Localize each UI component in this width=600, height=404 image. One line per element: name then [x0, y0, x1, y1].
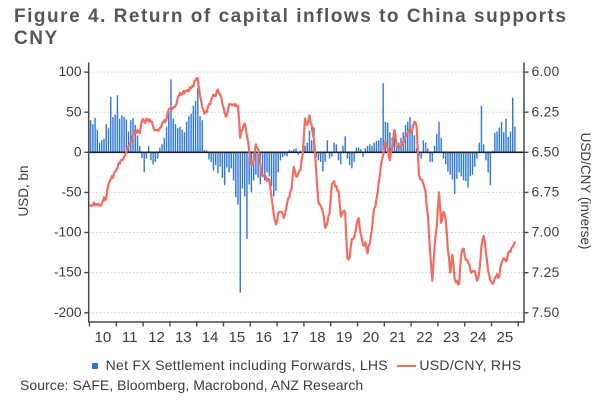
svg-text:24: 24 [470, 329, 487, 346]
svg-text:20: 20 [363, 329, 380, 346]
svg-text:14: 14 [202, 329, 219, 346]
svg-text:19: 19 [336, 329, 353, 346]
svg-text:18: 18 [309, 329, 326, 346]
svg-text:USD, bn: USD, bn [16, 165, 31, 216]
svg-text:-100: -100 [54, 225, 82, 240]
svg-text:6.25: 6.25 [532, 104, 560, 119]
svg-text:21: 21 [389, 329, 406, 346]
svg-text:23: 23 [443, 329, 460, 346]
svg-text:11: 11 [122, 329, 138, 346]
svg-text:USD/CNY (inverse): USD/CNY (inverse) [578, 133, 593, 250]
svg-text:6.50: 6.50 [532, 144, 560, 159]
svg-text:17: 17 [282, 329, 299, 346]
svg-text:100: 100 [58, 64, 81, 79]
svg-text:12: 12 [148, 329, 165, 346]
svg-text:10: 10 [95, 329, 112, 346]
svg-text:-50: -50 [62, 185, 82, 200]
svg-text:7.00: 7.00 [532, 225, 560, 240]
svg-text:6.75: 6.75 [532, 185, 560, 200]
svg-text:16: 16 [255, 329, 272, 346]
svg-text:7.50: 7.50 [532, 305, 560, 320]
svg-text:50: 50 [66, 104, 82, 119]
svg-text:7.25: 7.25 [532, 265, 560, 280]
svg-text:13: 13 [175, 329, 192, 346]
svg-text:-200: -200 [54, 305, 82, 320]
svg-text:15: 15 [229, 329, 246, 346]
svg-text:-150: -150 [54, 265, 82, 280]
svg-text:0: 0 [74, 144, 82, 159]
svg-text:6.00: 6.00 [532, 64, 560, 79]
svg-text:22: 22 [416, 329, 433, 346]
svg-text:25: 25 [497, 329, 514, 346]
